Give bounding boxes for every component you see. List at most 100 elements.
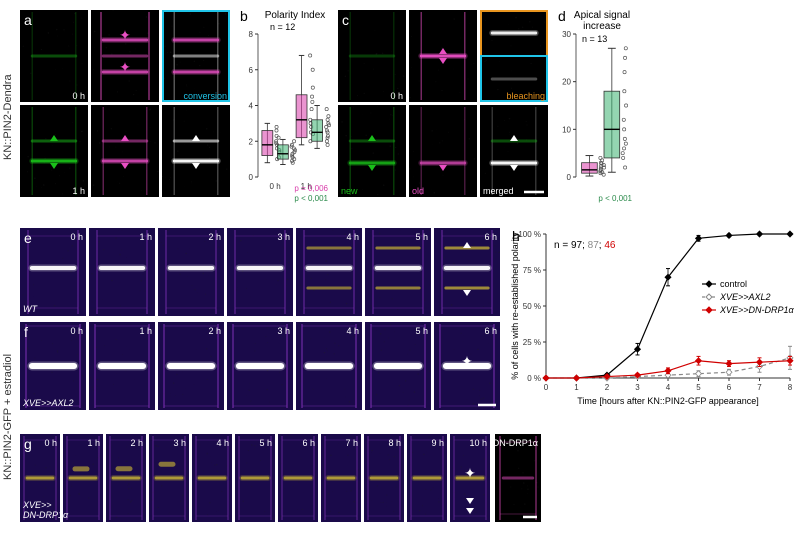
svg-text:p < 0,001: p < 0,001 [294,194,328,203]
panel-f-img-2: 2 h [158,322,224,410]
panel-b: b Polarity Index n = 12 024680 h1 hp = 0… [240,8,332,203]
svg-text:2: 2 [249,137,254,146]
panel-label-c: c [342,12,349,28]
panel-e-img-3: 3 h [227,228,293,316]
svg-text:8 h: 8 h [388,438,401,448]
panel-c-img-1-1: old [409,105,477,197]
svg-text:8: 8 [788,383,793,392]
panel-g-img-5: 5 h [235,434,275,522]
panel-g-img-7: 7 h [321,434,361,522]
svg-text:5: 5 [696,383,701,392]
svg-text:75 %: 75 % [523,266,541,275]
svg-text:25 %: 25 % [523,338,541,347]
panel-e-img-5: 5 h [365,228,431,316]
svg-text:5 h: 5 h [415,326,428,336]
svg-text:4 h: 4 h [216,438,229,448]
panel-e-strain: WT [23,304,37,314]
panel-c-img-0-2: bleaching [480,10,548,102]
svg-text:3 h: 3 h [277,326,290,336]
svg-text:✦: ✦ [119,59,131,75]
panel-f-img-6: ✦ 6 h [434,322,500,410]
panel-label-e: e [24,230,32,246]
svg-text:0 h: 0 h [44,438,57,448]
svg-text:1 h: 1 h [139,326,152,336]
svg-text:merged: merged [483,186,514,196]
panel-g-strain: XVE>> DN-DRP1α [23,500,68,520]
panel-g-img-9: 9 h [407,434,447,522]
svg-text:✦: ✦ [119,27,131,43]
svg-text:XVE>>AXL2: XVE>>AXL2 [719,292,771,302]
svg-text:10: 10 [562,125,571,134]
chart-b-svg: 024680 h1 hp = 0,006p < 0,001 [240,30,332,205]
panel-a-img-0-2: conversion [162,10,230,102]
svg-text:6: 6 [727,383,732,392]
svg-text:6 h: 6 h [484,326,497,336]
panel-d: d Apical signal increase n = 13 0102030p… [558,8,636,203]
svg-text:% of cells with re-established: % of cells with re-established polarity [510,232,520,380]
panel-e-img-2: 2 h [158,228,224,316]
chart-b-title: Polarity Index [258,10,332,21]
panel-f-strain: XVE>>AXL2 [23,398,74,408]
panel-label-f: f [24,324,28,340]
panel-g-img-6: 6 h [278,434,318,522]
panel-g-img-1: 1 h [63,434,103,522]
panel-label-a: a [24,12,32,28]
panel-e-img-4: 4 h [296,228,362,316]
chart-d-svg: 0 10 20 30 p < 0,001 [558,30,636,205]
panel-g-img-3: 3 h [149,434,189,522]
svg-text:0: 0 [249,173,254,182]
svg-text:bleaching: bleaching [506,91,545,101]
panel-e-img-6: 6 h [434,228,500,316]
svg-text:2 h: 2 h [130,438,143,448]
svg-text:✦: ✦ [464,465,476,481]
svg-text:100 %: 100 % [518,230,541,239]
svg-text:DN-DRP1α: DN-DRP1α [495,438,538,448]
svg-text:20: 20 [562,78,571,87]
svg-text:6 h: 6 h [484,232,497,242]
panel-c-img-1-2: merged [480,105,548,197]
svg-text:50 %: 50 % [523,302,541,311]
svg-text:4: 4 [666,383,671,392]
svg-text:3: 3 [635,383,640,392]
svg-text:0 h: 0 h [390,91,403,101]
svg-text:4 h: 4 h [346,326,359,336]
panel-label-g: g [24,436,32,452]
svg-text:7 h: 7 h [345,438,358,448]
svg-text:✦: ✦ [461,353,473,369]
svg-text:6 h: 6 h [302,438,315,448]
svg-text:XVE>>DN-DRP1α: XVE>>DN-DRP1α [719,305,795,315]
panel-e-img-1: 1 h [89,228,155,316]
svg-text:n = 97; 87; 46: n = 97; 87; 46 [554,240,616,251]
svg-text:2 h: 2 h [208,232,221,242]
svg-text:0 h: 0 h [70,326,83,336]
panel-f-img-0: 0 h [20,322,86,410]
svg-text:1 h: 1 h [72,186,85,196]
svg-text:2: 2 [605,383,610,392]
svg-text:1 h: 1 h [87,438,100,448]
panel-g-extra: DN-DRP1α [495,434,541,522]
svg-text:0 %: 0 % [527,374,541,383]
svg-text:p < 0,001: p < 0,001 [598,194,632,203]
panel-label-b: b [240,8,248,24]
svg-text:5 h: 5 h [415,232,428,242]
svg-text:1: 1 [574,383,579,392]
svg-text:0 h: 0 h [72,91,85,101]
svg-text:10 h: 10 h [469,438,487,448]
svg-text:30: 30 [562,30,571,39]
panel-label-h: h [512,228,520,244]
svg-text:0: 0 [544,383,549,392]
svg-text:0 h: 0 h [270,182,281,191]
panel-label-d: d [558,8,566,24]
panel-h: h 0 %25 %50 %75 %100 %012345678Time [hou… [508,226,796,406]
panel-f-img-5: 5 h [365,322,431,410]
panel-a-img-0-1: ✦✦ [91,10,159,102]
svg-text:1 h: 1 h [139,232,152,242]
svg-text:5 h: 5 h [259,438,272,448]
panel-g-img-8: 8 h [364,434,404,522]
svg-text:old: old [412,186,424,196]
svg-text:4 h: 4 h [346,232,359,242]
chart-d-title: Apical signal increase [568,10,636,32]
svg-text:6: 6 [249,66,254,75]
svg-text:control: control [720,279,747,289]
svg-text:0: 0 [567,173,572,182]
